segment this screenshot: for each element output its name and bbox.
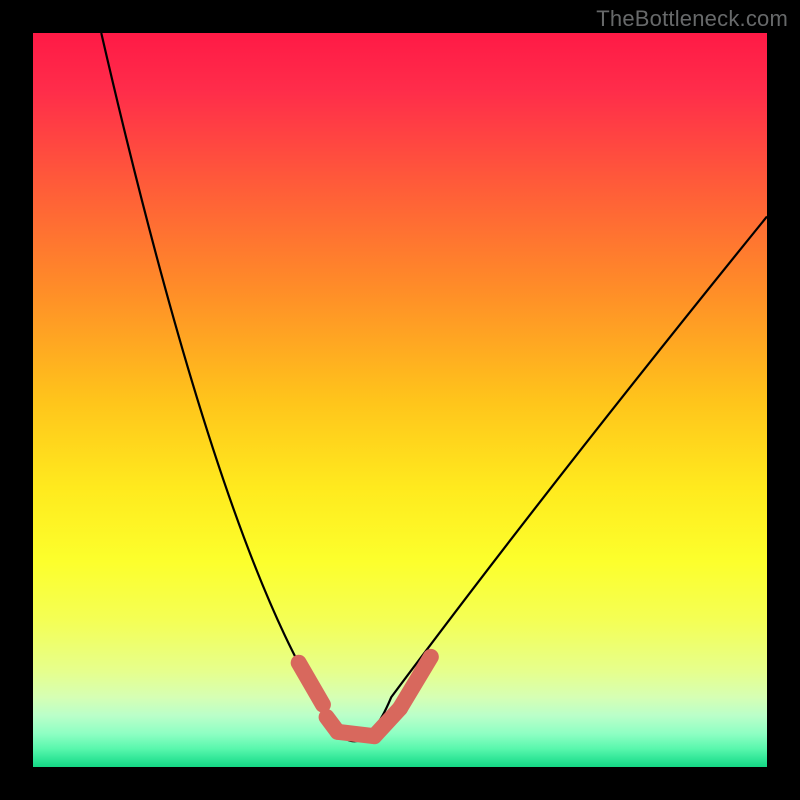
plot-area	[33, 33, 767, 767]
chart-container: TheBottleneck.com	[0, 0, 800, 800]
watermark-text: TheBottleneck.com	[596, 6, 788, 32]
plot-svg	[33, 33, 767, 767]
gradient-background	[33, 33, 767, 767]
